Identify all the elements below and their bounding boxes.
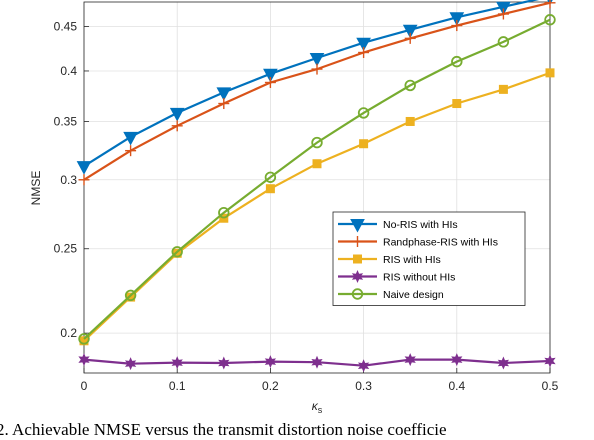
legend-entry: Randphase-RIS with HIs xyxy=(338,236,498,249)
data-point xyxy=(125,145,137,157)
data-point xyxy=(264,355,277,369)
data-point xyxy=(404,32,416,44)
legend-entry: RIS without HIs xyxy=(338,270,455,284)
legend-label: RIS with HIs xyxy=(383,254,441,266)
x-axis-label: κs xyxy=(312,399,323,415)
series-randphase-ris-with-his xyxy=(78,0,556,186)
data-point xyxy=(545,68,555,78)
data-point xyxy=(216,87,232,101)
data-point xyxy=(218,98,230,110)
y-tick-label: 0.25 xyxy=(54,242,78,256)
data-point xyxy=(124,289,137,302)
x-tick-label: 0 xyxy=(81,379,88,393)
data-point xyxy=(358,47,370,59)
legend-label: Randphase-RIS with HIs xyxy=(383,237,498,249)
data-point xyxy=(359,139,369,149)
data-point xyxy=(309,52,325,67)
data-point xyxy=(497,356,510,370)
y-tick-label: 0.4 xyxy=(60,64,77,78)
data-point xyxy=(312,159,322,169)
data-point xyxy=(452,99,462,109)
legend-marker xyxy=(351,270,364,283)
data-point xyxy=(263,68,278,83)
data-point xyxy=(76,161,92,175)
data-point xyxy=(78,353,90,367)
data-point xyxy=(357,359,370,373)
data-point xyxy=(404,79,416,92)
data-point xyxy=(265,184,275,194)
data-point xyxy=(402,24,418,39)
series-line xyxy=(83,1,551,181)
plot-area-frame xyxy=(83,1,551,374)
x-tick-label: 0.5 xyxy=(542,379,559,393)
x-tick-label: 0.3 xyxy=(355,379,372,393)
legend-label: Naive design xyxy=(383,289,444,301)
legend-entry: Naive design xyxy=(338,288,444,301)
legend-entry: RIS with HIs xyxy=(338,254,441,266)
data-point xyxy=(264,76,276,88)
data-point xyxy=(544,354,556,368)
data-point xyxy=(404,353,416,367)
data-point xyxy=(124,357,137,371)
data-point xyxy=(171,356,183,370)
data-point xyxy=(172,248,182,258)
data-point xyxy=(171,120,183,132)
series-line xyxy=(83,0,540,168)
data-point xyxy=(79,336,89,346)
data-point xyxy=(496,1,511,16)
data-point xyxy=(544,0,556,9)
data-point xyxy=(78,174,90,186)
y-tick-label: 0.2 xyxy=(60,326,77,340)
series-layer xyxy=(76,0,556,373)
x-tick-label: 0.4 xyxy=(448,379,465,393)
data-point xyxy=(405,116,415,126)
y-axis-label: NMSE xyxy=(29,171,43,206)
data-point xyxy=(451,55,463,68)
figure-caption: 2. Achievable NMSE versus the transmit d… xyxy=(0,420,447,439)
data-point xyxy=(123,131,138,146)
series-no-ris-with-his xyxy=(76,0,553,175)
data-point xyxy=(497,36,510,48)
data-point xyxy=(357,107,370,119)
data-point xyxy=(218,356,230,370)
legend-marker xyxy=(352,236,363,247)
legend-label: RIS without HIs xyxy=(383,272,455,284)
data-point xyxy=(497,8,509,20)
data-point xyxy=(311,355,323,369)
data-point xyxy=(451,353,463,367)
data-point xyxy=(169,107,185,122)
data-point xyxy=(544,14,556,26)
legend-entry: No-RIS with HIs xyxy=(338,219,458,233)
legend: No-RIS with HIs Randphase-RIS with HIs RIS… xyxy=(332,211,526,306)
legend-marker xyxy=(353,254,362,264)
x-tick-label: 0.2 xyxy=(262,379,279,393)
data-point xyxy=(218,206,230,219)
data-point xyxy=(126,292,136,302)
y-tick-label: 0.35 xyxy=(54,114,78,128)
data-point xyxy=(311,136,323,149)
data-point xyxy=(311,63,323,75)
x-tick-label: 0.1 xyxy=(169,379,186,393)
legend-label: No-RIS with HIs xyxy=(383,219,458,231)
legend-marker xyxy=(351,288,364,300)
legend-marker xyxy=(350,219,365,233)
axis-ticks: 0 0.1 0.2 0.3 0.4 0.5 0.2 0.25 0.3 0.35 0.4 0.45 xyxy=(54,19,559,393)
data-point xyxy=(356,37,371,52)
data-point xyxy=(171,246,183,258)
data-point xyxy=(498,84,508,94)
series-line xyxy=(83,18,551,340)
data-point xyxy=(264,171,277,183)
data-point xyxy=(78,333,90,345)
data-point xyxy=(449,12,465,26)
data-point xyxy=(451,20,463,32)
series-ris-without-his xyxy=(78,353,556,373)
series-naive-design xyxy=(78,14,556,345)
y-tick-label: 0.45 xyxy=(54,19,78,33)
y-tick-label: 0.3 xyxy=(60,173,77,187)
